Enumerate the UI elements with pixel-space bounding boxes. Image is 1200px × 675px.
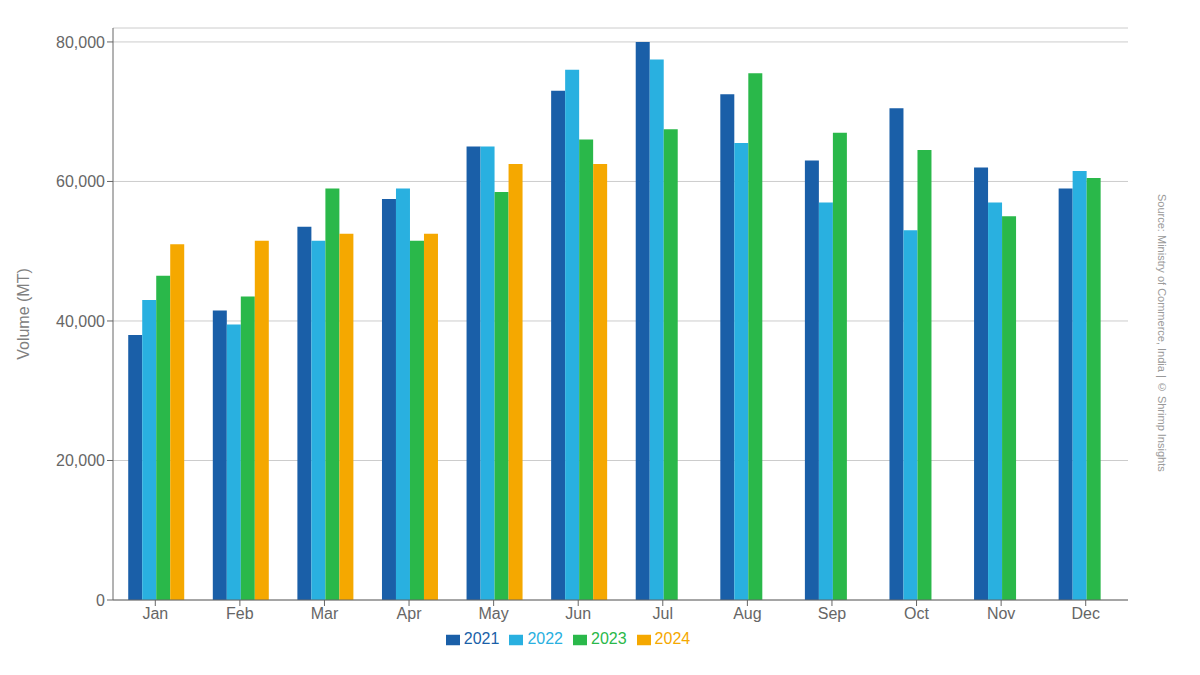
- svg-text:Jun: Jun: [565, 605, 591, 622]
- svg-text:20,000: 20,000: [56, 452, 105, 469]
- svg-text:Jan: Jan: [142, 605, 168, 622]
- svg-text:0: 0: [96, 592, 105, 609]
- svg-text:60,000: 60,000: [56, 173, 105, 190]
- svg-text:80,000: 80,000: [56, 34, 105, 51]
- svg-text:Feb: Feb: [226, 605, 254, 622]
- svg-text:Volume (MT): Volume (MT): [15, 268, 32, 360]
- html-text:Source: Ministry of Commerce,: Source: Ministry of Commerce, India | © …: [1156, 194, 1168, 472]
- html-text:2023: 2023: [591, 630, 627, 647]
- svg-text:Mar: Mar: [311, 605, 339, 622]
- svg-text:Jul: Jul: [653, 605, 673, 622]
- html-text:2024: 2024: [654, 630, 691, 647]
- svg-text:Aug: Aug: [733, 605, 761, 622]
- svg-text:Oct: Oct: [904, 605, 929, 622]
- html-text:2022: 2022: [527, 630, 563, 647]
- html-text:2021: 2021: [463, 630, 500, 647]
- svg-text:May: May: [479, 605, 509, 622]
- svg-text:Nov: Nov: [987, 605, 1015, 622]
- svg-text:40,000: 40,000: [56, 313, 105, 330]
- svg-text:Apr: Apr: [397, 605, 423, 622]
- svg-text:Dec: Dec: [1071, 605, 1099, 622]
- svg-text:Sep: Sep: [818, 605, 847, 622]
